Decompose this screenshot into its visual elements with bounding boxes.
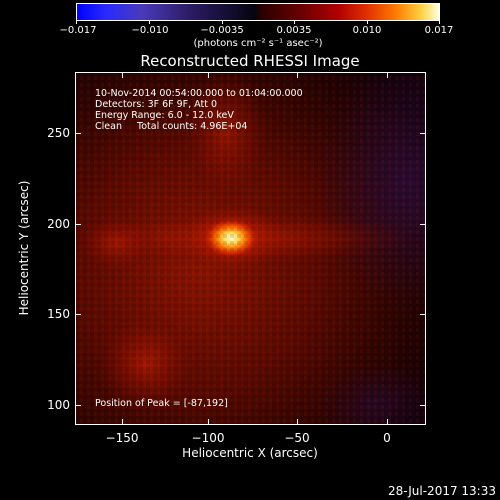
colorbar-label: 0.0035 <box>276 25 312 36</box>
colorbar-tick <box>222 20 223 24</box>
energy-range: Energy Range: 6.0 - 12.0 keV <box>95 110 234 121</box>
x-tick-label: 0 <box>383 431 391 445</box>
observation-time: 10-Nov-2014 00:54:00.000 to 01:04:00.000 <box>95 88 303 99</box>
colorbar-label: −0.0035 <box>200 25 244 36</box>
x-tick-label: −150 <box>105 431 139 445</box>
colorbar-tick <box>149 20 150 24</box>
y-tick <box>420 405 426 406</box>
y-tick <box>75 133 81 134</box>
colorbar-label: 0.010 <box>352 25 382 36</box>
y-tick <box>420 314 426 315</box>
colorbar-tick <box>439 20 440 24</box>
x-tick <box>208 72 209 78</box>
y-tick-label: 200 <box>47 217 70 231</box>
colorbar-label: 0.017 <box>424 25 454 36</box>
rhessi-image <box>76 73 425 424</box>
x-tick-label: −50 <box>284 431 310 445</box>
colorbar-tick <box>76 20 77 24</box>
x-tick <box>122 419 123 425</box>
x-tick <box>387 72 388 78</box>
y-tick <box>420 224 426 225</box>
colorbar-units: (photons cm⁻² s⁻¹ asec⁻²) <box>193 38 323 49</box>
peak-position: Position of Peak = [-87,192] <box>95 398 228 409</box>
x-tick <box>297 419 298 425</box>
y-tick <box>75 405 81 406</box>
plot-title: Reconstructed RHESSI Image <box>140 52 360 70</box>
detectors-info: Detectors: 3F 6F 9F, Att 0 <box>95 99 218 110</box>
y-tick-label: 150 <box>47 307 70 321</box>
x-tick <box>387 419 388 425</box>
y-tick-label: 100 <box>47 398 70 412</box>
x-axis-label: Heliocentric X (arcsec) <box>182 446 318 460</box>
colorbar-label: −0.017 <box>59 25 97 36</box>
y-tick-label: 250 <box>47 126 70 140</box>
y-axis-label: Heliocentric Y (arcsec) <box>17 180 31 316</box>
x-tick <box>208 419 209 425</box>
colorbar-tick <box>294 20 295 24</box>
colorbar-tick <box>367 20 368 24</box>
x-tick <box>297 72 298 78</box>
rhessi-image-plot <box>75 72 426 425</box>
x-tick <box>122 72 123 78</box>
y-tick <box>75 224 81 225</box>
y-tick <box>75 314 81 315</box>
x-tick-label: −100 <box>191 431 225 445</box>
y-tick <box>420 133 426 134</box>
colorbar-label: −0.010 <box>131 25 169 36</box>
colorbar <box>76 3 440 21</box>
clean-total-counts: Clean Total counts: 4.96E+04 <box>95 121 248 132</box>
plot-timestamp: 28-Jul-2017 13:33 <box>387 484 496 498</box>
